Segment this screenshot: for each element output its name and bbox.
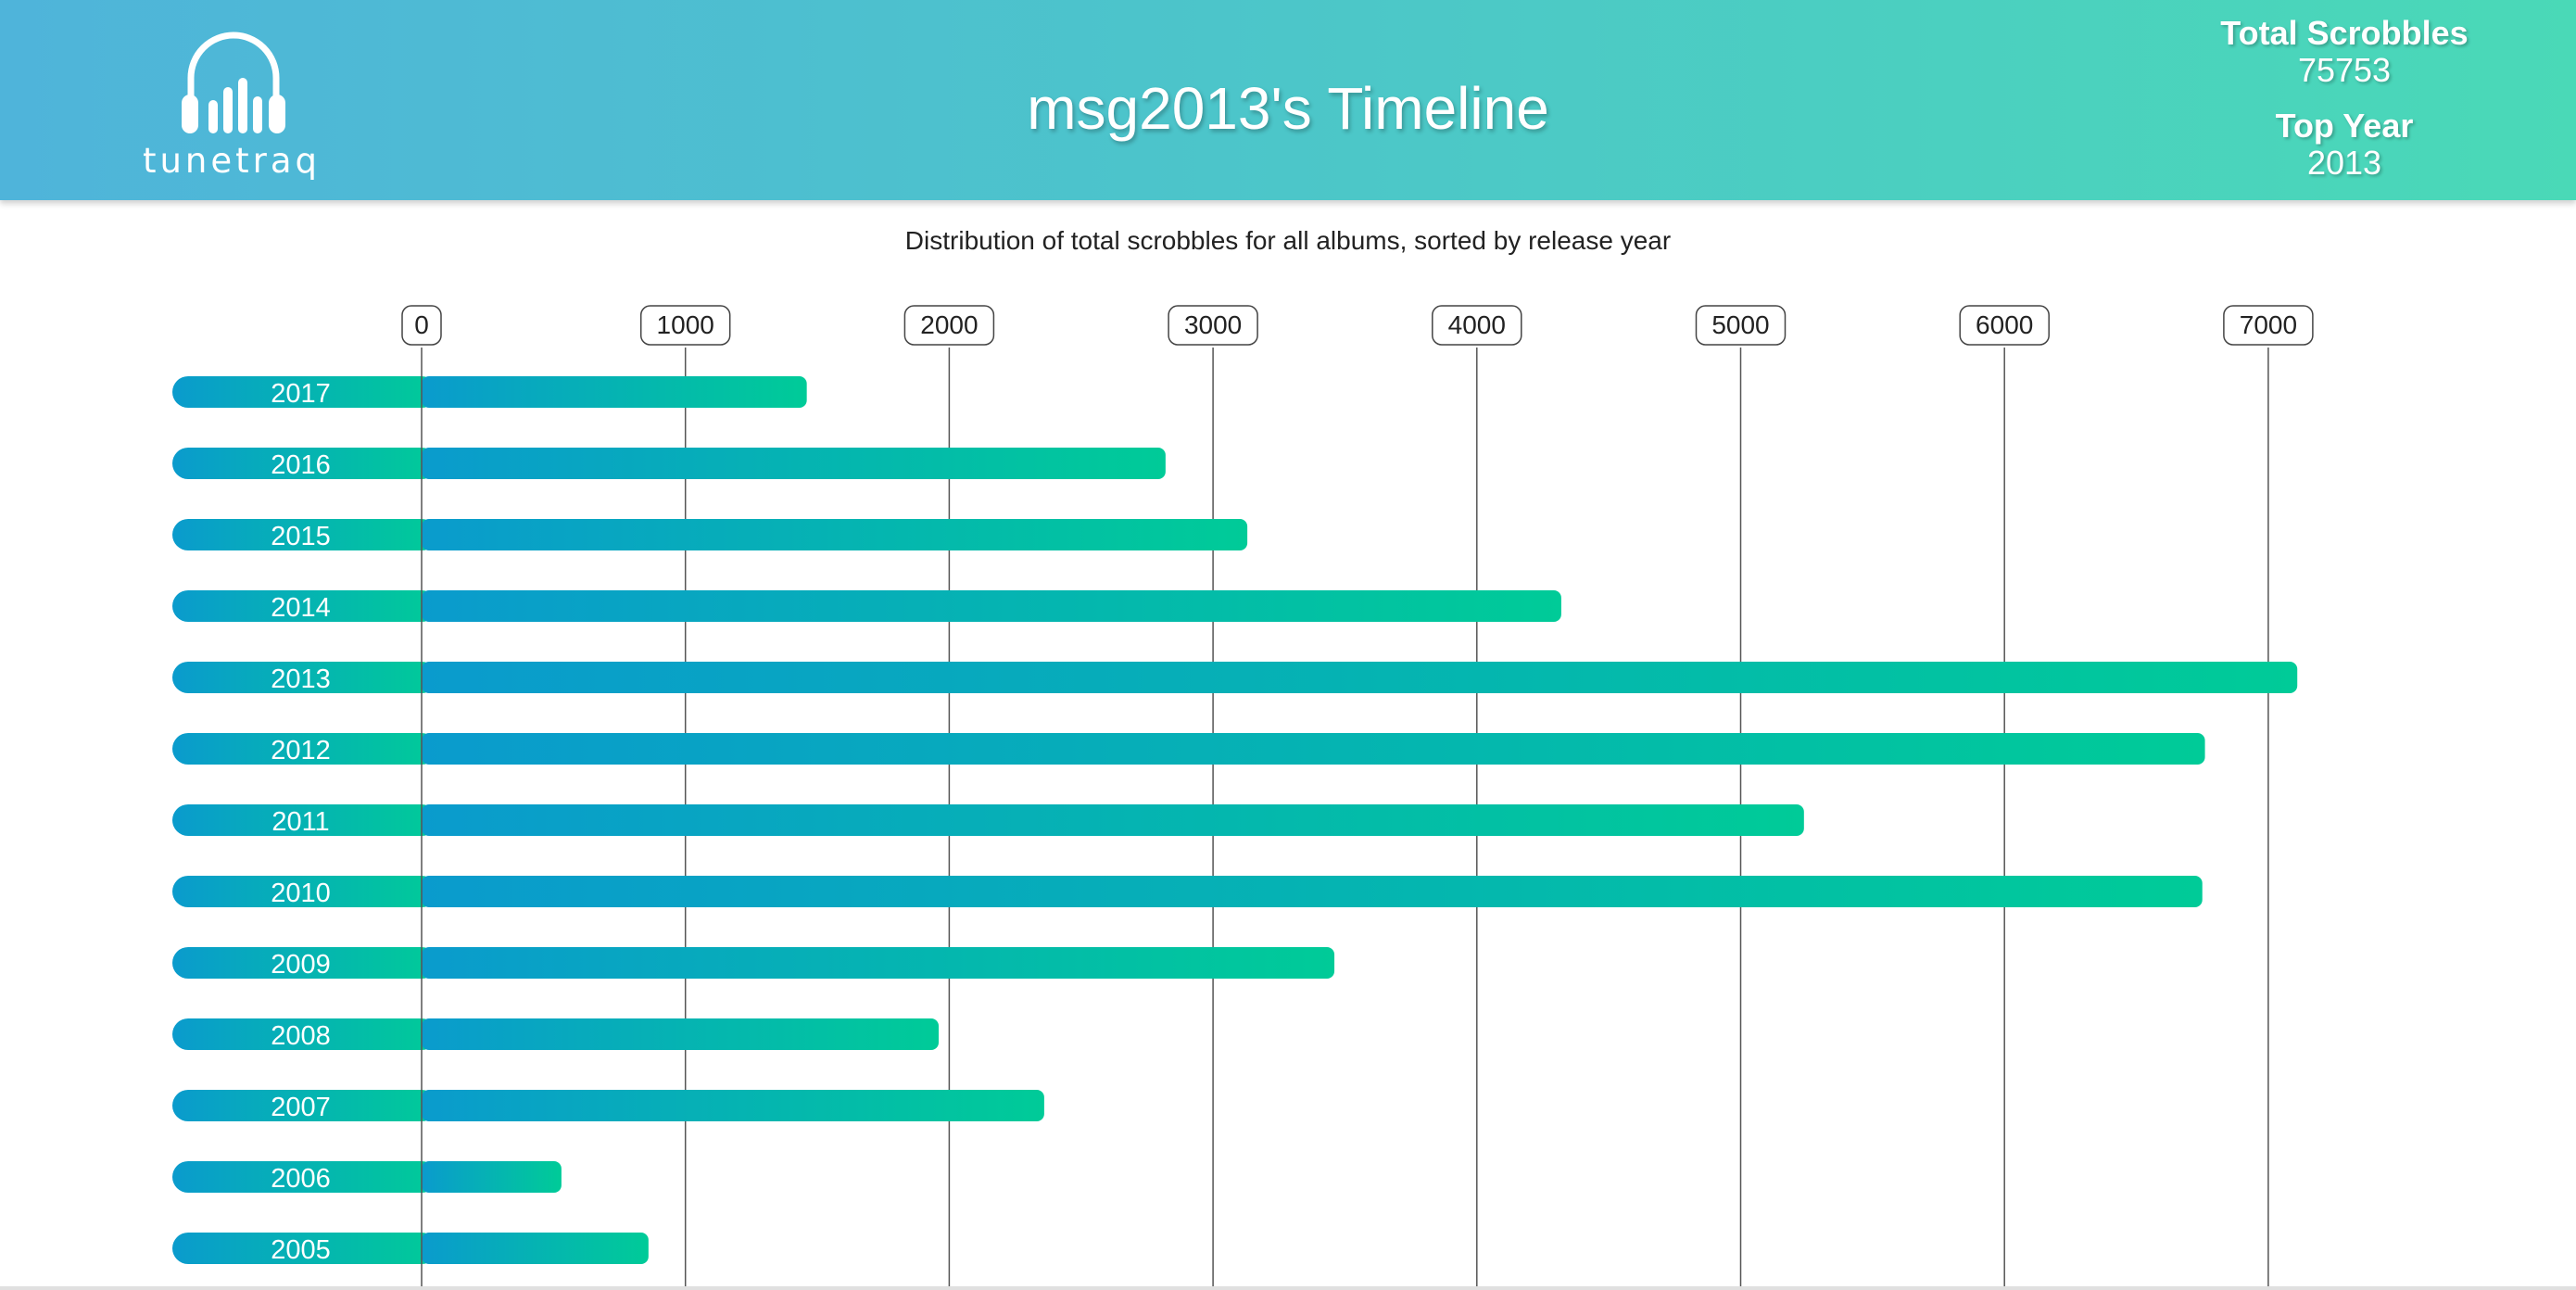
- bar-2016[interactable]: [422, 448, 1166, 479]
- page-title: msg2013's Timeline: [1027, 75, 1549, 142]
- category-label-2017: 2017: [271, 379, 331, 409]
- timeline-bar-chart: 0 1000 2000 3000 4000 5000 6000 7000 2017 2016 201…: [172, 305, 2314, 1290]
- year-label-pill: [172, 1233, 437, 1264]
- header: tunetraq msg2013's Timeline Total Scrobb…: [0, 0, 2576, 200]
- tick-box-3000: [1168, 305, 1258, 346]
- year-label-pill: [172, 947, 437, 979]
- bar-2010[interactable]: [422, 876, 2203, 907]
- tick-label-2000: 2000: [920, 310, 978, 339]
- category-label-2013: 2013: [271, 664, 331, 694]
- top-year-value: 2013: [2306, 144, 2382, 182]
- tick-label-3000: 3000: [1184, 310, 1242, 339]
- headphones-icon: [182, 32, 285, 133]
- top-year-label: Top Year: [2275, 107, 2414, 145]
- stats-panel: Total Scrobbles 75753 Top Year 2013: [2159, 15, 2530, 182]
- logo[interactable]: tunetraq: [139, 19, 324, 195]
- bar-2005[interactable]: [422, 1233, 649, 1264]
- bar-2015[interactable]: [422, 519, 1248, 550]
- tick-box-5000: [1695, 305, 1787, 346]
- bar-2012[interactable]: [422, 733, 2205, 765]
- total-scrobbles-value: 75753: [2297, 51, 2392, 89]
- year-label-pill: [172, 519, 437, 550]
- tick-label-6000: 6000: [1976, 310, 2033, 339]
- category-label-2007: 2007: [271, 1093, 331, 1122]
- category-label-2011: 2011: [271, 807, 329, 837]
- category-label-2012: 2012: [271, 736, 331, 765]
- tick-box-1000: [639, 305, 731, 346]
- tick-label-4000: 4000: [1448, 310, 1506, 339]
- total-scrobbles-label: Total Scrobbles: [2220, 14, 2469, 52]
- year-label-pill: [172, 448, 437, 479]
- tick-label-0: 0: [414, 310, 429, 339]
- tick-box-6000: [1959, 305, 2050, 346]
- year-label-pill: [172, 804, 437, 836]
- bar-2006[interactable]: [422, 1161, 562, 1193]
- tick-box-7000: [2223, 305, 2314, 346]
- tick-label-7000: 7000: [2240, 310, 2297, 339]
- bar-2009[interactable]: [422, 947, 1335, 979]
- year-label-pill: [172, 376, 437, 408]
- tick-label-5000: 5000: [1711, 310, 1769, 339]
- bar-2011[interactable]: [422, 804, 1804, 836]
- category-label-2005: 2005: [271, 1235, 331, 1265]
- category-label-2009: 2009: [271, 950, 331, 980]
- year-label-pill: [172, 1018, 437, 1050]
- year-label-pill: [172, 1090, 437, 1121]
- category-label-2006: 2006: [271, 1164, 331, 1194]
- bottom-divider: [0, 1286, 2576, 1290]
- year-label-pill: [172, 590, 437, 622]
- year-label-pill: [172, 876, 437, 907]
- bar-2017[interactable]: [422, 376, 807, 408]
- tick-box-4000: [1432, 305, 1522, 346]
- category-label-2014: 2014: [271, 593, 331, 623]
- logo-text: tunetraq: [142, 141, 322, 181]
- category-label-2008: 2008: [271, 1021, 331, 1051]
- bar-2007[interactable]: [422, 1090, 1044, 1121]
- tick-label-1000: 1000: [657, 310, 714, 339]
- category-label-2016: 2016: [271, 450, 331, 480]
- tick-box-0: [401, 305, 442, 346]
- bar-2013[interactable]: [422, 662, 2298, 693]
- category-label-2010: 2010: [271, 879, 331, 908]
- bar-2014[interactable]: [422, 590, 1561, 622]
- year-label-pill: [172, 662, 437, 693]
- bar-2008[interactable]: [422, 1018, 940, 1050]
- tick-box-2000: [903, 305, 995, 346]
- category-label-2015: 2015: [271, 522, 331, 551]
- year-label-pill: [172, 1161, 437, 1193]
- year-label-pill: [172, 733, 437, 765]
- chart-title: Distribution of total scrobbles for all …: [904, 226, 1672, 255]
